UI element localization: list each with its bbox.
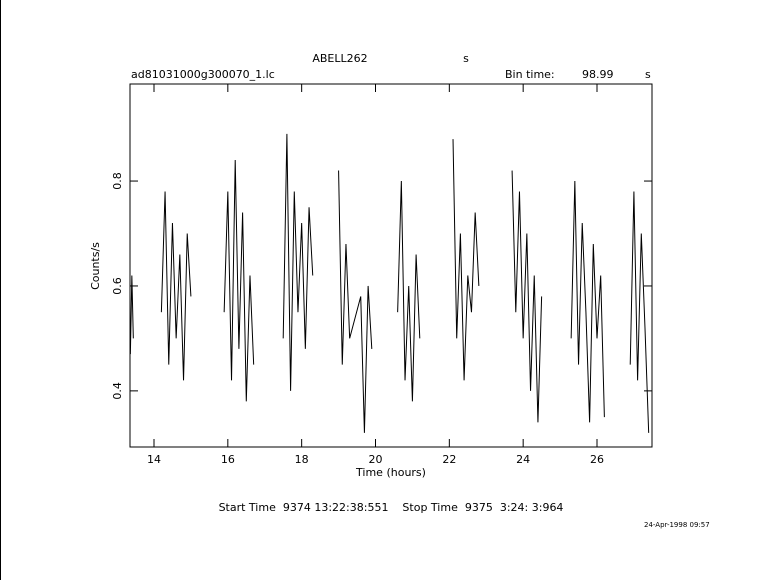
plot-frame bbox=[129, 83, 653, 448]
x-tick-label: 14 bbox=[147, 453, 161, 466]
x-tick-label: 22 bbox=[442, 453, 456, 466]
footer: Start Time 9374 13:22:38:551 Stop Time 9… bbox=[219, 501, 564, 514]
bin-time-label: Bin time: bbox=[505, 68, 555, 81]
x-tick-label: 18 bbox=[295, 453, 309, 466]
date-stamp: 24-Apr-1998 09:57 bbox=[644, 521, 710, 529]
y-tick-label: 0.6 bbox=[111, 277, 124, 295]
title-unit: s bbox=[463, 52, 469, 65]
y-tick-label: 0.8 bbox=[111, 172, 124, 190]
x-tick-label: 26 bbox=[590, 453, 604, 466]
x-axis-label: Time (hours) bbox=[355, 466, 426, 479]
subtitle: ad81031000g300070_1.lc bbox=[131, 68, 275, 81]
light-curve bbox=[129, 133, 650, 433]
y-axis-label: Counts/s bbox=[89, 242, 102, 290]
bin-time-unit: s bbox=[645, 68, 651, 81]
chart-title: ABELL262 bbox=[312, 52, 367, 65]
x-tick-label: 16 bbox=[221, 453, 235, 466]
y-tick-label: 0.4 bbox=[111, 382, 124, 400]
x-tick-label: 24 bbox=[516, 453, 530, 466]
bin-time: 98.99 bbox=[582, 68, 614, 81]
x-tick-label: 20 bbox=[368, 453, 382, 466]
